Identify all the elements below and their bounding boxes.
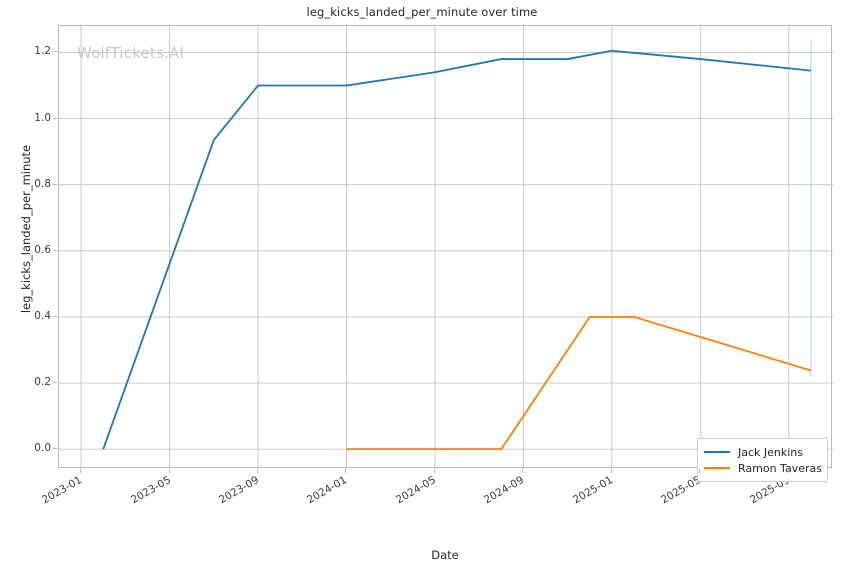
y-axis-tick-labels: 0.0 0.2 0.4 0.6 0.8 1.0 1.2: [0, 25, 51, 468]
y-tick-label: 0.2: [34, 376, 51, 389]
legend-item[interactable]: Ramon Taveras: [704, 460, 822, 476]
y-tick-mark: [53, 183, 57, 185]
chart-title: leg_kicks_landed_per_minute over time: [306, 5, 538, 19]
x-axis-label: Date: [431, 548, 459, 562]
y-tick-mark: [53, 249, 57, 251]
y-tick-label: 1.2: [34, 45, 51, 58]
legend-item-label: Jack Jenkins: [738, 445, 804, 459]
x-tick-label: 2023-09: [217, 474, 262, 507]
x-tick-label: 2024-01: [305, 474, 350, 507]
legend-item[interactable]: Jack Jenkins: [704, 444, 820, 460]
series-lines: [102, 39, 812, 451]
series-line-0: [102, 49, 811, 450]
x-tick-mark: [168, 469, 170, 473]
watermark: WolfTickets.AI: [77, 44, 185, 62]
y-axis-label: leg_kicks_landed_per_minute: [19, 144, 33, 314]
x-tick-mark: [345, 469, 347, 473]
y-tick-label: 0.8: [34, 177, 51, 190]
x-tick-mark: [787, 469, 789, 473]
x-tick-mark: [522, 469, 524, 473]
legend-color-swatch: [704, 451, 730, 453]
chart-legend[interactable]: Jack Jenkins Ramon Taveras: [697, 438, 828, 482]
y-tick-label: 0.6: [34, 243, 51, 256]
y-tick-mark: [53, 448, 57, 450]
y-tick-mark: [53, 51, 57, 53]
plot-area: WolfTickets.AI: [58, 25, 833, 469]
x-tick-label: 2025-05: [659, 474, 704, 507]
x-tick-mark: [699, 469, 701, 473]
x-tick-mark: [80, 469, 82, 473]
y-tick-mark: [53, 315, 57, 317]
y-tick-label: 0.4: [34, 309, 51, 322]
x-axis-tick-labels: 2023-01 2023-05 2023-09 2024-01 2024-05 2024-…: [40, 474, 832, 534]
legend-item-label: Ramon Taveras: [738, 461, 822, 475]
y-tick-mark: [53, 117, 57, 119]
series-line-1: [346, 316, 812, 451]
x-tick-label: 2024-09: [482, 474, 527, 507]
legend-color-swatch: [704, 467, 730, 469]
y-tick-label: 0.0: [34, 442, 51, 455]
x-tick-label: 2025-01: [570, 474, 615, 507]
x-tick-label: 2024-05: [393, 474, 438, 507]
x-tick-mark: [257, 469, 259, 473]
x-tick-mark: [433, 469, 435, 473]
y-tick-label: 1.0: [34, 111, 51, 124]
x-tick-label: 2023-05: [128, 474, 173, 507]
x-tick-mark: [610, 469, 612, 473]
x-tick-label: 2023-01: [40, 474, 85, 507]
y-tick-mark: [53, 382, 57, 384]
